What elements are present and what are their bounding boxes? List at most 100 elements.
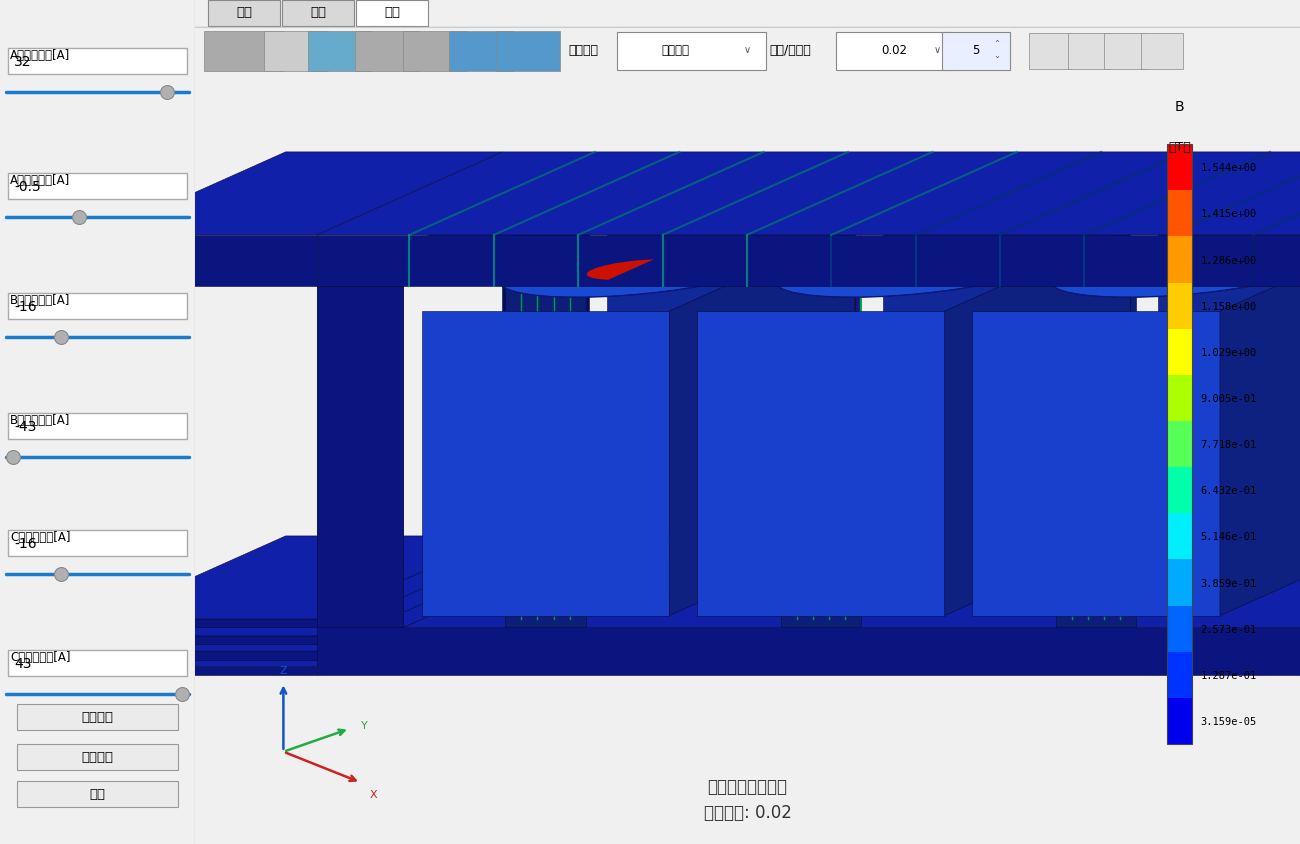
Polygon shape	[697, 311, 945, 616]
Text: 9.005e-01: 9.005e-01	[1201, 393, 1257, 403]
Text: 2.573e-01: 2.573e-01	[1201, 624, 1257, 634]
Bar	[1167, 376, 1192, 421]
Polygon shape	[607, 229, 855, 533]
Text: 1.158e+00: 1.158e+00	[1201, 301, 1257, 311]
Text: 1.286e+00: 1.286e+00	[1201, 255, 1257, 265]
Bar	[1167, 145, 1192, 744]
Text: ∨: ∨	[744, 45, 751, 55]
Text: A圈高压电流[A]: A圈高压电流[A]	[10, 49, 70, 62]
Polygon shape	[1052, 242, 1300, 298]
Text: ⌃
⌄: ⌃ ⌄	[993, 41, 1001, 60]
Polygon shape	[776, 547, 1052, 602]
Polygon shape	[100, 568, 502, 652]
Text: -0.5: -0.5	[14, 180, 40, 194]
Bar	[1167, 191, 1192, 237]
Polygon shape	[1158, 229, 1300, 533]
Text: ∨: ∨	[933, 45, 941, 55]
FancyBboxPatch shape	[308, 32, 372, 72]
Polygon shape	[100, 536, 502, 619]
Bar	[1167, 284, 1192, 329]
Polygon shape	[421, 311, 670, 616]
FancyBboxPatch shape	[495, 32, 559, 72]
Text: -16: -16	[14, 300, 36, 314]
Polygon shape	[1056, 286, 1136, 628]
FancyBboxPatch shape	[17, 781, 178, 807]
Bar	[1167, 652, 1192, 698]
FancyBboxPatch shape	[204, 32, 283, 72]
Polygon shape	[776, 242, 1052, 298]
Bar	[1167, 329, 1192, 376]
Text: X: X	[369, 788, 377, 798]
Polygon shape	[100, 652, 316, 660]
Polygon shape	[100, 619, 316, 628]
Text: 6.432e-01: 6.432e-01	[1201, 485, 1257, 495]
FancyBboxPatch shape	[355, 32, 420, 72]
Bar	[1167, 698, 1192, 744]
Bar	[8, 174, 187, 200]
Bar	[1167, 560, 1192, 606]
Bar	[8, 49, 187, 75]
Polygon shape	[100, 636, 316, 645]
FancyBboxPatch shape	[450, 32, 514, 72]
Polygon shape	[780, 286, 861, 628]
Bar	[1167, 145, 1192, 191]
FancyBboxPatch shape	[208, 1, 280, 26]
FancyBboxPatch shape	[356, 1, 428, 26]
Bar	[8, 414, 187, 440]
Text: B圈高压电流[A]: B圈高压电流[A]	[10, 294, 70, 306]
Polygon shape	[586, 260, 654, 280]
Polygon shape	[100, 235, 316, 286]
Text: 瞬态磁场: 瞬态磁场	[662, 44, 690, 57]
Text: 0.02: 0.02	[881, 44, 907, 57]
Polygon shape	[592, 554, 961, 595]
Text: 3.859e-01: 3.859e-01	[1201, 578, 1257, 587]
Text: 32: 32	[14, 55, 31, 69]
FancyBboxPatch shape	[1069, 34, 1110, 70]
Polygon shape	[100, 153, 502, 235]
Polygon shape	[502, 203, 589, 544]
Bar	[1167, 421, 1192, 468]
Text: B: B	[1175, 100, 1184, 114]
Polygon shape	[972, 311, 1219, 616]
Text: Y: Y	[361, 720, 368, 730]
Polygon shape	[316, 203, 589, 286]
Text: 生成网格: 生成网格	[82, 750, 113, 764]
Polygon shape	[316, 286, 403, 628]
Text: 7.718e-01: 7.718e-01	[1201, 440, 1257, 450]
FancyBboxPatch shape	[1141, 34, 1183, 70]
Polygon shape	[500, 242, 776, 298]
Text: 3.159e-05: 3.159e-05	[1201, 716, 1257, 726]
Text: 分析步：: 分析步：	[568, 44, 598, 57]
Polygon shape	[945, 229, 1130, 616]
Text: B圈低压电流[A]: B圈低压电流[A]	[10, 414, 70, 426]
Polygon shape	[502, 153, 1300, 203]
Text: 1.544e+00: 1.544e+00	[1201, 163, 1257, 173]
Text: 1.029e+00: 1.029e+00	[1201, 348, 1257, 357]
FancyBboxPatch shape	[264, 32, 328, 72]
FancyBboxPatch shape	[1105, 34, 1147, 70]
FancyBboxPatch shape	[403, 32, 467, 72]
Text: 1.287e-01: 1.287e-01	[1201, 670, 1257, 680]
FancyBboxPatch shape	[836, 33, 952, 71]
Text: 计算: 计算	[90, 787, 105, 801]
Text: 网格: 网格	[311, 7, 326, 19]
Text: C圈低压电流[A]: C圈低压电流[A]	[10, 650, 70, 663]
Polygon shape	[316, 235, 1300, 286]
Text: 43: 43	[14, 657, 31, 670]
FancyBboxPatch shape	[618, 33, 766, 71]
Polygon shape	[502, 544, 1300, 592]
Polygon shape	[500, 547, 776, 602]
Polygon shape	[100, 553, 502, 636]
Bar	[8, 530, 187, 556]
Bar	[8, 294, 187, 320]
Bar	[8, 650, 187, 676]
Polygon shape	[1219, 229, 1300, 616]
Text: 结果: 结果	[385, 7, 400, 19]
Polygon shape	[100, 583, 502, 667]
Polygon shape	[316, 628, 1300, 675]
Polygon shape	[1052, 547, 1300, 602]
Text: 瞬态磁场: 0.02: 瞬态磁场: 0.02	[703, 803, 792, 820]
Text: 生成几何: 生成几何	[82, 711, 113, 723]
Polygon shape	[506, 286, 586, 628]
Polygon shape	[316, 153, 1300, 235]
